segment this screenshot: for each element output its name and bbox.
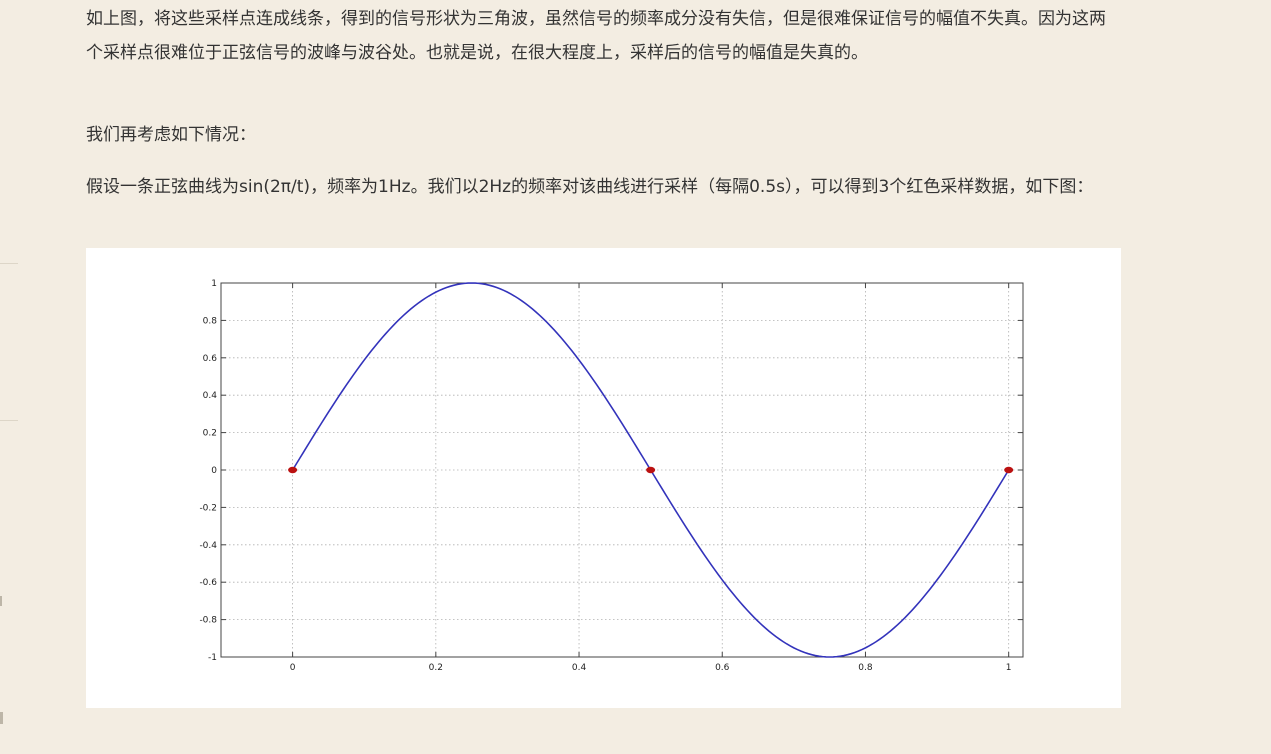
x-tick-label: 0 (290, 663, 296, 673)
sidebar-edge-mark (0, 596, 2, 606)
sine-sampling-figure: 0 0.2 0.4 0.6 0.8 1 1 0.8 0.6 0.4 0.2 0 -0.2 -0.4 -0.6… (86, 248, 1121, 708)
sample-point (646, 466, 656, 474)
y-tick-label: 0.8 (203, 316, 218, 326)
y-tick-label: 1 (211, 279, 217, 289)
x-tick-label: 0.4 (572, 663, 587, 673)
y-tick-label: 0 (211, 466, 217, 476)
sample-point (288, 466, 298, 474)
y-tick-label: -0.2 (199, 503, 217, 513)
x-tick-label: 1 (1006, 663, 1012, 673)
sample-point (1004, 466, 1014, 474)
sidebar-divider (0, 263, 18, 264)
y-tick-label: -1 (208, 653, 217, 663)
paragraph-triangle-wave-distortion: 如上图，将这些采样点连成线条，得到的信号形状为三角波，虽然信号的频率成分没有失信… (86, 9, 1106, 63)
sidebar-divider (0, 420, 18, 421)
y-tick-label: -0.4 (199, 541, 217, 551)
y-tick-label: 0.4 (203, 391, 218, 401)
sidebar-edge-mark (0, 712, 3, 724)
y-tick-label: -0.8 (199, 616, 217, 626)
x-tick-label: 0.8 (858, 663, 873, 673)
y-tick-label: 0.6 (203, 354, 218, 364)
sine-wave-chart: 0 0.2 0.4 0.6 0.8 1 1 0.8 0.6 0.4 0.2 0 -0.2 -0.4 -0.6… (199, 279, 1024, 673)
x-tick-label: 0.6 (715, 663, 730, 673)
x-tick-label: 0.2 (429, 663, 443, 673)
paragraph-consider-case: 我们再考虑如下情况： (86, 125, 256, 145)
y-tick-label: -0.6 (199, 578, 217, 588)
paragraph-sampling-setup: 假设一条正弦曲线为sin(2π/t)，频率为1Hz。我们以2Hz的频率对该曲线进… (86, 177, 1094, 197)
y-tick-label: 0.2 (203, 429, 217, 439)
